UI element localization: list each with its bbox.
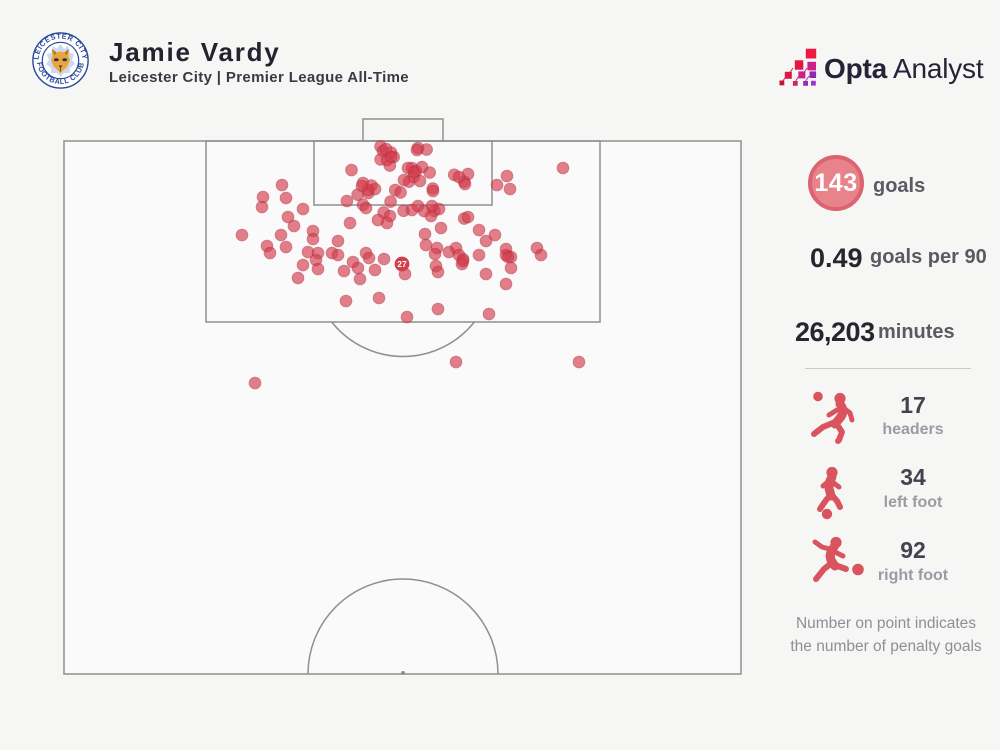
svg-text:27: 27 [397, 259, 407, 269]
